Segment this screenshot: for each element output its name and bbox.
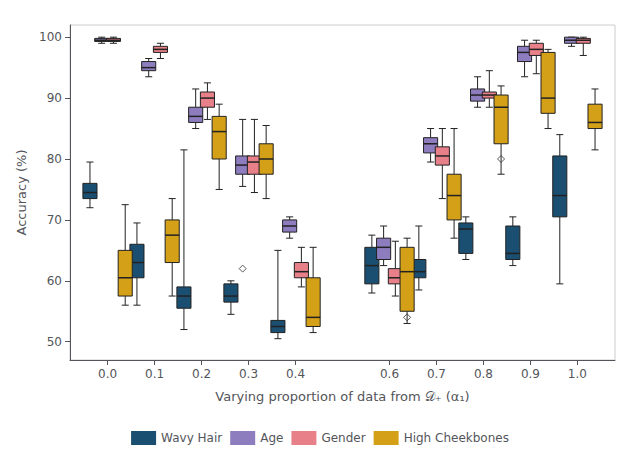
svg-text:Accuracy (%): Accuracy (%) (14, 150, 29, 236)
svg-text:Wavy Hair: Wavy Hair (161, 431, 222, 445)
svg-text:100: 100 (39, 30, 62, 44)
svg-text:1.0: 1.0 (568, 367, 587, 381)
svg-text:0.9: 0.9 (521, 367, 540, 381)
svg-text:0.8: 0.8 (474, 367, 493, 381)
svg-text:70: 70 (47, 213, 62, 227)
svg-text:High Cheekbones: High Cheekbones (404, 431, 509, 445)
svg-text:Gender: Gender (321, 431, 365, 445)
svg-text:0.2: 0.2 (192, 367, 211, 381)
svg-text:0.4: 0.4 (286, 367, 305, 381)
svg-text:50: 50 (47, 335, 62, 349)
svg-text:80: 80 (47, 152, 62, 166)
svg-text:0.1: 0.1 (145, 367, 164, 381)
svg-text:Varying proportion of data fro: Varying proportion of data from 𝒟₊ (α₁) (215, 389, 469, 404)
svg-text:0.3: 0.3 (239, 367, 258, 381)
svg-text:0.6: 0.6 (380, 367, 399, 381)
svg-text:Age: Age (260, 431, 283, 445)
svg-text:60: 60 (47, 274, 62, 288)
svg-text:0.0: 0.0 (98, 367, 117, 381)
svg-text:0.7: 0.7 (427, 367, 446, 381)
svg-text:90: 90 (47, 91, 62, 105)
